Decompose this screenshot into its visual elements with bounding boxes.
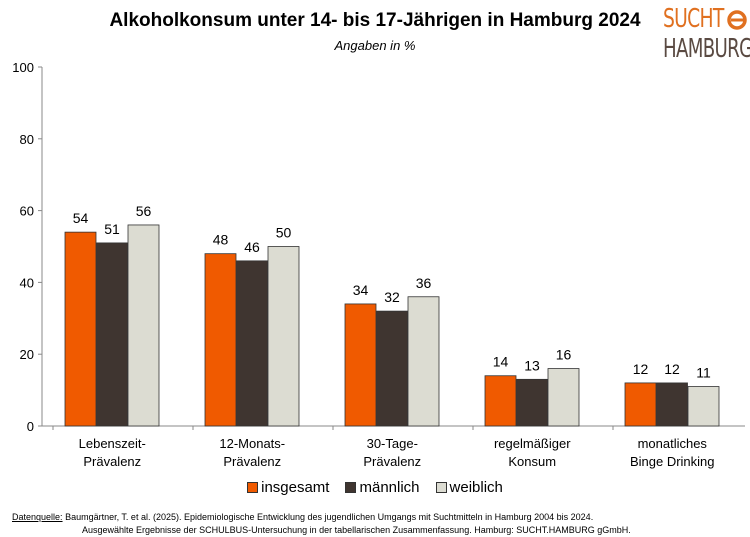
- logo-line1: SUCHT: [663, 4, 724, 34]
- bar-männlich: [236, 260, 268, 427]
- category-label: Prävalenz: [223, 454, 281, 469]
- data-label: 13: [524, 357, 540, 373]
- source-line2: Ausgewählte Ergebnisse der SCHULBUS-Unte…: [82, 525, 631, 535]
- data-label: 51: [104, 221, 120, 237]
- bar-insgesamt: [344, 303, 377, 427]
- data-label: 11: [696, 365, 711, 381]
- bar-männlich: [516, 378, 548, 427]
- legend: insgesamt männlich weiblich: [0, 479, 750, 496]
- source-note: Datenquelle: Baumgärtner, T. et al. (202…: [12, 511, 631, 537]
- data-label: 12: [633, 361, 649, 377]
- legend-swatch: [247, 482, 259, 493]
- bar-weiblich: [267, 246, 300, 427]
- legend-label: insgesamt: [261, 479, 330, 496]
- bar-weiblich: [547, 368, 580, 427]
- bar-insgesamt: [204, 253, 237, 427]
- y-tick-label: 0: [27, 419, 34, 434]
- data-label: 32: [384, 289, 400, 305]
- y-tick-label: 60: [20, 204, 34, 219]
- source-label: Datenquelle:: [12, 512, 63, 522]
- bar-insgesamt: [64, 231, 97, 427]
- data-label: 16: [556, 347, 572, 363]
- category-label: 12-Monats-: [219, 436, 285, 451]
- category-label: monatliches: [638, 436, 708, 451]
- data-label: 46: [244, 239, 260, 255]
- bar-männlich: [96, 242, 128, 427]
- data-label: 50: [276, 225, 292, 241]
- category-label: Prävalenz: [363, 454, 421, 469]
- logo-line2: HAMBURG: [663, 34, 750, 64]
- bar-chart: 0 20 40 60 80 100 Lebenszeit- Prävalenz 12-Monat…: [12, 60, 745, 469]
- legend-item: weiblich: [435, 479, 503, 496]
- sucht-hamburg-logo: SUCHT HAMBURG: [663, 4, 750, 66]
- y-tick-label: 80: [20, 132, 34, 147]
- chart-title: Alkoholkonsum unter 14- bis 17-Jährigen …: [109, 10, 641, 31]
- bar-weiblich: [407, 296, 440, 427]
- category-label: Prävalenz: [83, 454, 141, 469]
- data-label: 14: [493, 354, 509, 370]
- bar-männlich: [656, 382, 688, 427]
- legend-item: männlich: [345, 479, 420, 496]
- category-label: 30-Tage-: [367, 436, 418, 451]
- legend-item: insgesamt: [247, 479, 329, 496]
- source-line1: Baumgärtner, T. et al. (2025). Epidemiol…: [65, 512, 594, 522]
- bar-insgesamt: [624, 382, 657, 427]
- bar-weiblich: [127, 224, 160, 427]
- legend-label: weiblich: [449, 479, 503, 496]
- category-label: Lebenszeit-: [79, 436, 146, 451]
- chart-subtitle: Angaben in %: [334, 38, 416, 53]
- category-label: regelmäßiger: [494, 436, 571, 451]
- bar-insgesamt: [484, 375, 517, 427]
- bar-weiblich: [687, 386, 720, 427]
- data-label: 36: [416, 275, 432, 291]
- y-tick-label: 40: [20, 275, 34, 290]
- y-tick-label: 100: [12, 60, 34, 75]
- category-label: Konsum: [508, 454, 556, 469]
- data-label: 48: [213, 232, 229, 248]
- legend-swatch: [345, 482, 357, 493]
- bar-männlich: [376, 310, 408, 427]
- data-label: 54: [73, 210, 89, 226]
- y-tick-label: 20: [20, 347, 34, 362]
- legend-label: männlich: [359, 479, 420, 496]
- legend-swatch: [435, 482, 447, 493]
- logo-circle-icon: [727, 10, 747, 30]
- data-label: 12: [664, 361, 680, 377]
- data-label: 34: [353, 282, 369, 298]
- data-label: 56: [136, 203, 152, 219]
- category-label: Binge Drinking: [630, 454, 715, 469]
